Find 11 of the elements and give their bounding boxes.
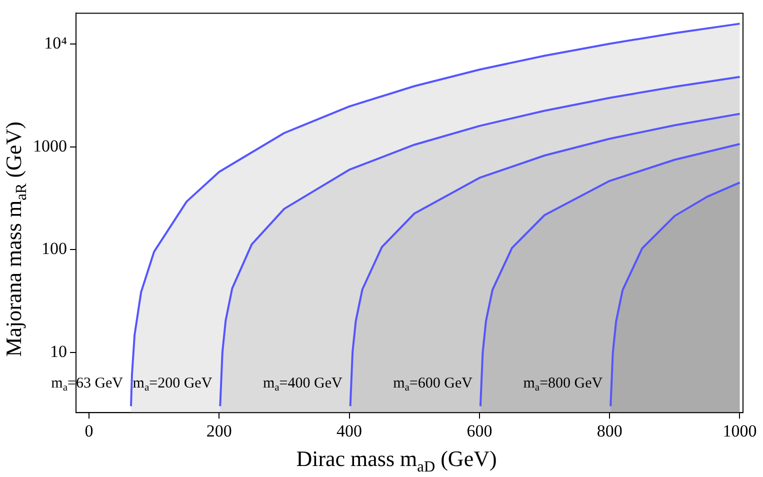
y-tick-label: 10 — [50, 342, 67, 361]
x-tick-label: 0 — [84, 421, 94, 440]
y-tick-label: 100 — [42, 239, 67, 258]
y-tick-label: 10⁴ — [44, 34, 68, 53]
x-tick-label: 1000 — [722, 421, 757, 440]
x-tick-label: 600 — [466, 421, 492, 440]
y-tick-label: 1000 — [33, 136, 67, 156]
x-axis-title: Dirac mass m$_{aD}$ (GeV) — [295, 446, 498, 476]
x-tick-label: 800 — [596, 421, 622, 440]
x-tick-label: 200 — [206, 421, 232, 440]
x-tick-label: 400 — [336, 421, 362, 440]
